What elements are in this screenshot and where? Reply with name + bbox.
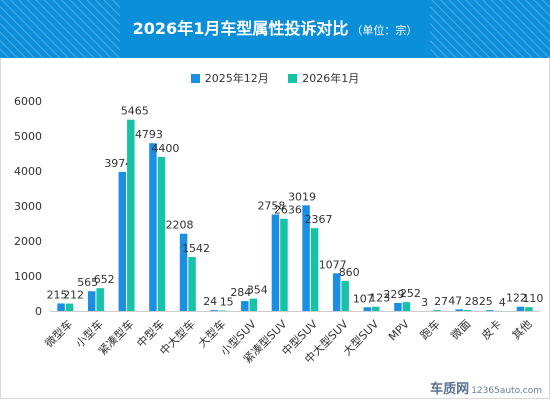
- data-label-series-2: 27: [434, 295, 448, 308]
- y-tick-label: 6000: [14, 95, 42, 108]
- data-label-series-1: 3019: [288, 190, 316, 203]
- x-tick-label: 皮卡: [479, 318, 504, 343]
- y-tick-label: 5000: [14, 130, 42, 143]
- bar-series-2: [463, 310, 472, 311]
- legend: 2025年12月 2026年1月: [0, 70, 550, 86]
- bar-series-1: [87, 291, 96, 311]
- bar-series-2: [65, 303, 74, 311]
- data-label-series-1: 107: [353, 292, 374, 305]
- data-label-series-1: 284: [230, 286, 251, 299]
- data-label-series-2: 4400: [151, 142, 179, 155]
- data-label-series-1: 24: [203, 295, 217, 308]
- data-label-series-2: 354: [247, 284, 268, 297]
- data-label-series-1: 4793: [135, 128, 163, 141]
- bar-series-1: [210, 310, 218, 311]
- bar-series-1: [57, 303, 65, 311]
- bar-series-1: [455, 309, 463, 311]
- legend-swatch-series-2: [288, 74, 298, 83]
- bar-series-2: [280, 218, 288, 311]
- data-label-series-1: 3974: [104, 157, 132, 170]
- data-label-series-2: 1542: [182, 242, 210, 255]
- data-label-series-2: 252: [400, 287, 421, 300]
- bar-series-1: [394, 302, 402, 311]
- watermark-site: 12365auto.com: [471, 386, 542, 396]
- data-label-series-1: 25: [479, 295, 493, 308]
- bar-series-2: [525, 307, 533, 311]
- data-label-series-2: 28: [465, 295, 479, 308]
- data-label-series-1: 229: [383, 288, 404, 301]
- data-label-series-2: 110: [522, 292, 543, 305]
- bar-series-1: [149, 143, 157, 311]
- y-tick-label: 0: [35, 305, 42, 318]
- watermark: 车质网 12365auto.com: [430, 378, 542, 397]
- bar-series-2: [188, 257, 196, 311]
- legend-item-series-1: 2025年12月: [190, 70, 269, 86]
- data-label-series-2: 15: [220, 295, 234, 308]
- bar-series-1: [179, 233, 188, 311]
- data-label-series-1: 565: [77, 276, 98, 289]
- data-label-series-1: 3: [421, 296, 428, 309]
- bar-series-1: [118, 171, 127, 311]
- bar-series-1: [332, 273, 341, 311]
- x-tick-label: 微型车: [42, 317, 75, 350]
- bar-series-1: [241, 301, 249, 311]
- bar-series-2: [249, 298, 258, 311]
- bar-series-1: [363, 307, 372, 311]
- data-label-series-1: 215: [47, 288, 68, 301]
- data-label-series-2: 4: [499, 296, 506, 309]
- data-label-series-1: 2208: [166, 219, 194, 232]
- data-label-series-2: 123: [369, 292, 390, 305]
- data-label-series-1: 122: [506, 292, 527, 305]
- banner-pattern-left: [0, 0, 120, 58]
- y-tick-label: 2000: [14, 235, 42, 248]
- y-tick-label: 1000: [14, 270, 42, 283]
- bar-series-2: [341, 280, 349, 311]
- watermark-logo: 车质网: [430, 382, 470, 397]
- x-tick-label: 跑车: [417, 317, 442, 342]
- title-banner: [0, 0, 550, 58]
- data-label-series-2: 212: [63, 289, 84, 302]
- legend-item-series-2: 2026年1月: [288, 70, 359, 86]
- chart-title: 2026年1月车型属性投诉对比 （单位：宗）: [0, 0, 550, 58]
- y-tick-label: 4000: [14, 165, 42, 178]
- banner-pattern-right: [430, 0, 550, 58]
- x-tick-label: 微面: [448, 317, 473, 342]
- data-label-series-2: 2367: [305, 213, 333, 226]
- data-label-series-2: 5465: [121, 105, 149, 118]
- data-label-series-1: 47: [448, 294, 462, 307]
- y-tick-label: 3000: [14, 200, 42, 213]
- bar-series-2: [310, 228, 319, 311]
- bar-series-1: [486, 310, 494, 311]
- bar-series-2: [372, 306, 380, 311]
- bar-series-2: [402, 302, 411, 311]
- data-label-series-2: 652: [94, 273, 115, 286]
- bar-series-2: [218, 310, 227, 311]
- legend-swatch-series-1: [190, 74, 200, 83]
- bar-series-2: [127, 119, 135, 311]
- bar-series-1: [271, 214, 280, 311]
- data-label-series-2: 2636: [274, 204, 302, 217]
- bar-series-2: [157, 157, 166, 311]
- bar-series-2: [96, 288, 104, 311]
- x-tick-label: 其他: [510, 318, 535, 343]
- bar-series-2: [433, 310, 441, 311]
- data-label-series-1: 2758: [257, 199, 285, 212]
- legend-label-series-2: 2026年1月: [302, 72, 360, 85]
- data-label-series-2: 860: [339, 266, 360, 279]
- x-tick-label: MPV: [386, 317, 412, 343]
- legend-label-series-1: 2025年12月: [204, 72, 269, 85]
- bar-series-1: [302, 205, 310, 311]
- chart-title-text: 2026年1月车型属性投诉对比: [132, 19, 349, 38]
- chart-unit: （单位：宗）: [351, 24, 418, 37]
- bar-series-1: [516, 306, 525, 311]
- data-label-series-1: 1077: [319, 258, 347, 271]
